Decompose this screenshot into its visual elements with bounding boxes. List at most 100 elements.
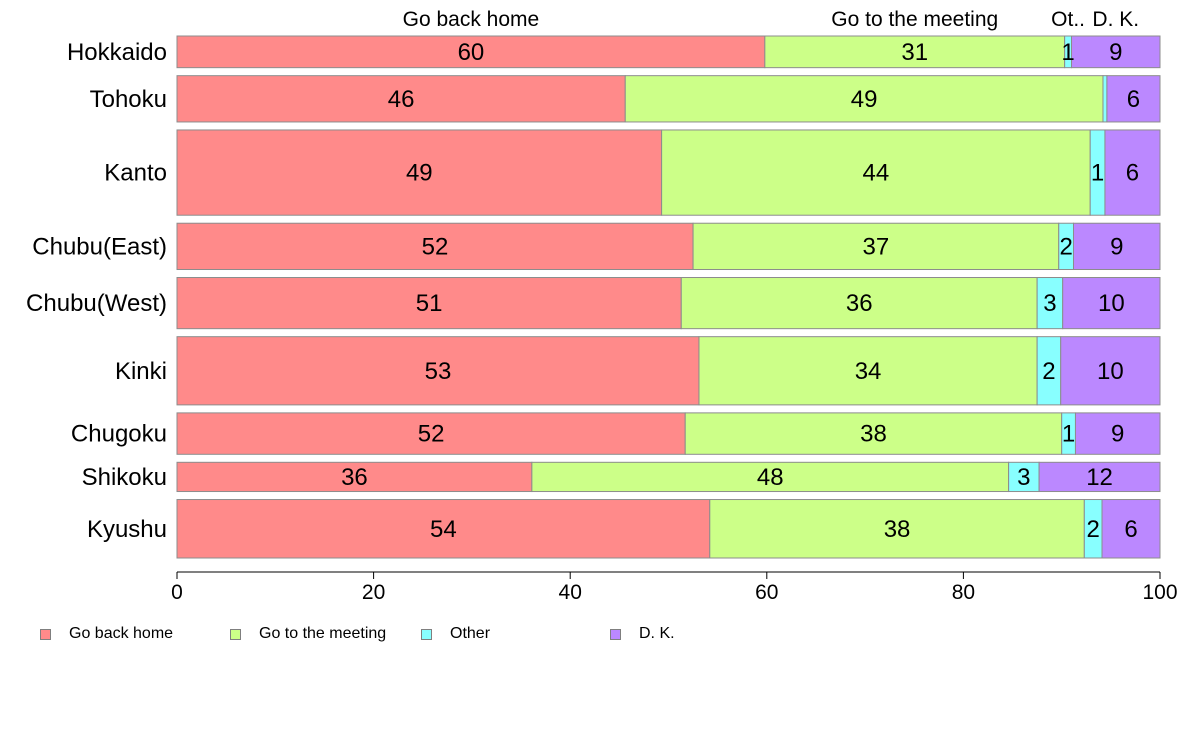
legend-item: Go to the meeting (230, 624, 386, 644)
category-label: Kanto (104, 160, 167, 187)
data-label: 9 (1110, 233, 1123, 260)
data-label: 2 (1059, 233, 1072, 260)
bar-segment (176, 412, 686, 455)
top-series-label: Go to the meeting (831, 8, 998, 31)
x-tick-label: 100 (1142, 581, 1177, 604)
bar-segment (1036, 277, 1064, 330)
bar-segment (176, 277, 682, 330)
data-label: 12 (1086, 464, 1113, 491)
data-label: 49 (851, 86, 878, 113)
x-tick-label: 80 (952, 581, 975, 604)
x-tick-label: 60 (755, 581, 778, 604)
legend-label: Go to the meeting (259, 625, 387, 642)
bar-segment (698, 336, 1038, 406)
data-label: 9 (1109, 39, 1122, 66)
bar-segment (176, 129, 663, 216)
data-label: 46 (388, 86, 415, 113)
category-label: Kyushu (87, 516, 167, 543)
data-label: 9 (1111, 421, 1124, 448)
data-label: 36 (846, 290, 873, 317)
bar-segment (680, 277, 1038, 330)
data-label: 1 (1061, 39, 1074, 66)
data-label: 6 (1126, 160, 1139, 187)
legend-item: Other (421, 624, 490, 644)
data-label: 52 (422, 233, 449, 260)
bar-segment (1071, 35, 1161, 69)
category-label: Kinki (115, 358, 167, 385)
bar-segment (1101, 499, 1161, 559)
legend-swatch (421, 628, 432, 640)
x-tick-label: 40 (559, 581, 582, 604)
bar-segment (531, 461, 1010, 493)
data-label: 38 (860, 421, 887, 448)
legend: Go back home Go to the meeting Other D. K. (40, 624, 1140, 646)
bar-segment (1074, 412, 1161, 455)
bar-segment (1008, 461, 1040, 493)
data-label: 54 (430, 516, 457, 543)
data-label: 60 (458, 39, 485, 66)
data-label: 6 (1127, 86, 1140, 113)
legend-label: Go back home (69, 625, 174, 642)
bar-segment (1060, 336, 1161, 406)
bar-segment (684, 412, 1063, 455)
category-label: Chubu(East) (32, 233, 167, 260)
data-label: 48 (757, 464, 784, 491)
bar-segment (1072, 222, 1161, 271)
category-labels-layer: Hokkaido Tohoku Kanto Chubu(East) Chubu(West… (26, 39, 167, 543)
bar-segment (176, 336, 700, 406)
legend-swatch (610, 628, 621, 640)
data-label: 1 (1091, 160, 1104, 187)
category-label: Tohoku (90, 86, 167, 113)
data-label: 2 (1086, 516, 1099, 543)
x-tick-label: 20 (362, 581, 385, 604)
bar-segment (176, 461, 533, 493)
category-label: Hokkaido (67, 39, 167, 66)
x-axis: 0 20 40 60 80 100 (171, 571, 1178, 604)
data-label: 10 (1097, 358, 1124, 385)
bar-segment (1102, 75, 1108, 123)
x-tick-label: 0 (171, 581, 183, 604)
bar-segment (1062, 277, 1161, 330)
top-series-label: Go back home (403, 8, 540, 31)
bar-segment (624, 75, 1104, 123)
data-label: 31 (901, 39, 928, 66)
data-label: 3 (1017, 464, 1030, 491)
category-label: Chubu(West) (26, 290, 167, 317)
bar-segment (176, 222, 694, 271)
bar-segment (692, 222, 1060, 271)
legend-label: Other (450, 625, 491, 642)
top-series-label: Ot.. (1051, 8, 1085, 31)
data-label: 37 (863, 233, 890, 260)
data-label: 49 (406, 160, 433, 187)
data-label: 44 (863, 160, 890, 187)
data-label: 38 (884, 516, 911, 543)
data-label: 36 (341, 464, 368, 491)
legend-label: D. K. (639, 625, 675, 642)
data-label: 52 (418, 421, 445, 448)
bar-segment (176, 35, 766, 69)
data-label: 51 (416, 290, 443, 317)
data-label: 53 (425, 358, 452, 385)
top-labels-layer: Go back home Go to the meeting Ot.. D. K. (403, 8, 1139, 31)
bar-segment (1038, 461, 1161, 493)
bar-segment (1104, 129, 1161, 216)
top-series-label: D. K. (1092, 8, 1139, 31)
bar-segment (764, 35, 1066, 69)
bar-segment (709, 499, 1085, 559)
bar-segment (1106, 75, 1161, 123)
data-label: 6 (1124, 516, 1137, 543)
legend-item: Go back home (40, 624, 173, 644)
category-label: Chugoku (71, 421, 167, 448)
legend-item: D. K. (610, 624, 675, 644)
data-label: 10 (1098, 290, 1125, 317)
data-label: 34 (855, 358, 882, 385)
legend-swatch (40, 628, 51, 640)
legend-swatch (230, 628, 241, 640)
category-label: Shikoku (82, 464, 167, 491)
data-label: 1 (1062, 421, 1075, 448)
bar-segment (661, 129, 1091, 216)
bars-layer (176, 35, 1161, 559)
